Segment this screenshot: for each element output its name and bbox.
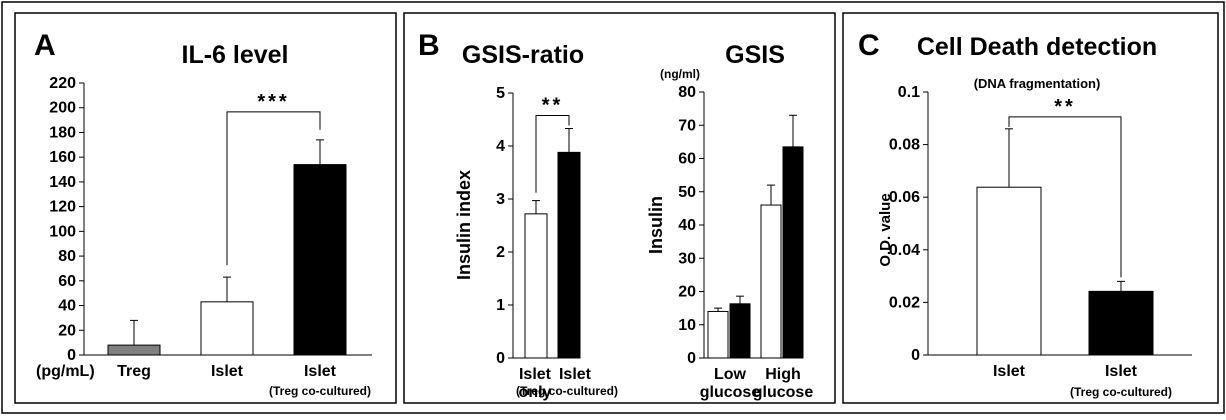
panel-b2-category-1-line2: glucose xyxy=(753,384,814,401)
panel-b2-y-tick-label-7: 70 xyxy=(678,117,696,134)
panel-a-frame xyxy=(14,12,397,404)
panel-b2-title: GSIS xyxy=(725,41,785,69)
panel-a-unit-label: (pg/mL) xyxy=(36,363,95,380)
panel-b1-category-1: Islet xyxy=(559,366,592,383)
panel-a-y-tick-label-11: 220 xyxy=(49,75,76,92)
panel-b2-y-label: Insulin xyxy=(646,196,666,254)
panel-c-letter: C xyxy=(858,29,880,62)
panel-b-frame xyxy=(403,12,836,404)
panel-a-y-tick-label-9: 180 xyxy=(49,124,76,141)
panel-a-y-tick-label-10: 200 xyxy=(49,100,76,117)
panel-a-y-tick-label-5: 100 xyxy=(49,223,76,240)
panel-b2-bar-s0-c0 xyxy=(707,310,729,359)
panel-c-bar-0 xyxy=(976,186,1042,356)
panel-b1-y-tick-label-3: 3 xyxy=(496,191,505,208)
panel-b2-y-tick-label-8: 80 xyxy=(678,84,696,101)
panel-c-subtitle: (DNA fragmentation) xyxy=(974,76,1101,91)
panel-a-bar-1 xyxy=(200,301,254,356)
panel-c-bar-1 xyxy=(1088,290,1154,356)
panel-c-y-label: O.D. value xyxy=(877,193,894,266)
panel-a-y-tick-label-8: 160 xyxy=(49,149,76,166)
panel-a-y-tick-label-4: 80 xyxy=(58,248,76,265)
panel-c-category-1-sub: (Treg co-cultured) xyxy=(1070,385,1172,399)
panel-a-y-tick-label-2: 40 xyxy=(58,298,76,315)
panel-b1-y-tick-label-1: 1 xyxy=(496,297,505,314)
panel-b2-y-tick-label-3: 30 xyxy=(678,250,696,267)
panel-b1-bar-1 xyxy=(557,151,581,359)
panel-c-category-1: Islet xyxy=(1105,363,1138,380)
panel-b2-category-1-line1: High xyxy=(765,366,801,383)
panel-a-y-tick-label-1: 20 xyxy=(58,322,76,339)
panel-c-significance-bracket xyxy=(1008,116,1122,278)
panel-b1-bar-0 xyxy=(524,213,548,359)
panel-b1-title: GSIS-ratio xyxy=(462,41,584,69)
panel-a-y-tick-label-0: 0 xyxy=(67,347,76,364)
panel-b2-y-tick-label-2: 20 xyxy=(678,284,696,301)
panel-b1-y-tick-label-2: 2 xyxy=(496,244,505,261)
panel-a-bar-0 xyxy=(107,344,161,356)
panel-c-y-tick-label-3: 0.06 xyxy=(889,189,920,206)
panel-b1-y-tick-label-4: 4 xyxy=(496,138,505,155)
panel-b1-category-1-sub: (Treg co-cultured) xyxy=(516,384,618,398)
panel-c-y-tick-label-5: 0.1 xyxy=(898,84,920,101)
panel-a-significance-label: *** xyxy=(257,91,289,113)
panel-b2-category-0-line2: glucose xyxy=(700,384,761,401)
panel-a-y-tick-label-7: 140 xyxy=(49,174,76,191)
panel-a-category-1: Islet xyxy=(211,363,244,380)
panel-b2-y-tick-label-1: 10 xyxy=(678,317,696,334)
panel-b-letter: B xyxy=(418,29,440,62)
panel-b1-significance-label: ** xyxy=(542,95,564,117)
panel-c-y-tick-label-0: 0 xyxy=(911,347,920,364)
panel-c-significance-label: ** xyxy=(1054,96,1076,118)
panel-c-category-0: Islet xyxy=(993,363,1026,380)
panel-a-letter: A xyxy=(34,29,56,62)
panel-b1-category-0-line1: Islet xyxy=(519,366,552,383)
panel-c-title: Cell Death detection xyxy=(917,33,1157,61)
panel-a-category-2-sub: (Treg co-cultured) xyxy=(269,384,371,398)
panel-b2-unit-label: (ng/ml) xyxy=(660,67,700,81)
panel-b1-y-tick-label-0: 0 xyxy=(496,350,505,367)
panel-b1-y-label: Insulin index xyxy=(454,170,474,280)
panel-b1-y-tick-label-5: 5 xyxy=(496,85,505,102)
panel-b1-category-0-line2: only xyxy=(519,384,552,401)
panel-b2-bar-s1-c0 xyxy=(729,303,751,359)
panel-b2-y-tick-label-6: 60 xyxy=(678,151,696,168)
panel-b2-category-0-line1: Low xyxy=(714,366,747,383)
panel-a-y-tick-label-6: 120 xyxy=(49,199,76,216)
panel-b2-bar-s1-c1 xyxy=(782,146,804,359)
panel-a-y-tick-label-3: 60 xyxy=(58,273,76,290)
panel-a-significance-bracket xyxy=(226,111,321,266)
panel-a-category-2: Islet xyxy=(304,363,337,380)
panel-b2-y-tick-label-5: 50 xyxy=(678,184,696,201)
panel-c-y-tick-label-1: 0.02 xyxy=(889,294,920,311)
panel-a-title: IL-6 level xyxy=(182,41,289,69)
panel-b1-significance-bracket xyxy=(535,115,570,193)
panel-b2-y-tick-label-0: 0 xyxy=(687,350,696,367)
panel-c-frame xyxy=(842,12,1219,404)
panel-b2-bar-s0-c1 xyxy=(760,204,782,359)
panel-a-category-0: Treg xyxy=(117,363,151,380)
panel-c-y-tick-label-4: 0.08 xyxy=(889,137,920,154)
panel-c-y-tick-label-2: 0.04 xyxy=(889,242,920,259)
panel-b2-y-tick-label-4: 40 xyxy=(678,217,696,234)
panel-a-bar-2 xyxy=(293,164,347,356)
